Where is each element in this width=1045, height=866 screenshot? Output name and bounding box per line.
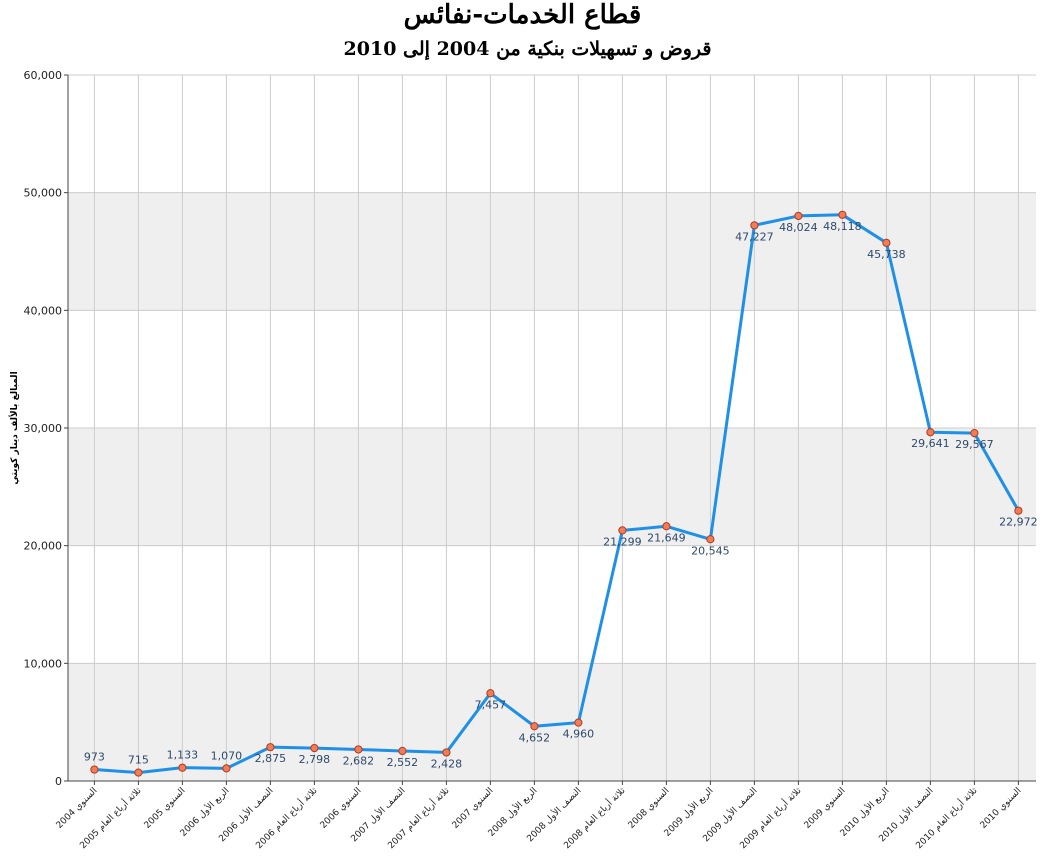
y-tick-label: 50,000 [24,187,63,200]
x-tick-label: السنوي 2005 [143,786,188,831]
data-point [134,768,143,777]
x-tick-label: السنوي 2007 [451,786,496,831]
data-point [662,522,671,531]
data-point [574,718,583,727]
y-tick-label: 10,000 [24,657,63,670]
data-label: 48,024 [779,221,818,234]
y-tick-label: 20,000 [24,540,63,553]
data-point [442,748,451,757]
data-point [178,763,187,772]
y-axis-ticks: 0 10,000 20,000 30,000 40,000 50,000 60,000 [24,69,68,788]
data-label: 7,457 [475,698,507,711]
data-label: 4,960 [563,728,595,741]
data-label: 29,641 [911,437,950,450]
data-label: 1,133 [167,749,199,762]
data-point [618,526,627,535]
data-points [90,210,1023,777]
data-point [486,689,495,698]
x-tick-label: السنوي 2006 [319,786,364,831]
y-tick-label: 0 [55,775,62,788]
data-point [750,221,759,230]
y-axis-label: المبالغ بالألف دينار كويتي [8,371,20,484]
data-point [970,428,979,438]
data-point [266,743,275,752]
data-label: 20,545 [691,544,730,557]
series-line [94,213,1020,775]
data-label: 2,875 [255,752,287,765]
data-label: 2,552 [387,756,419,769]
chart-subtitle: قروض و تسهيلات بنكية من 2004 إلى 2010 [343,38,712,60]
data-label: 2,798 [299,753,331,766]
data-point [310,743,319,753]
data-label: 21,649 [647,531,686,544]
data-point [354,745,363,754]
data-label: 2,428 [431,757,463,770]
data-label: 1,070 [211,749,243,762]
data-point [398,746,407,756]
y-tick-label: 60,000 [24,69,63,82]
data-point [706,535,715,544]
data-label: 22,972 [999,516,1038,529]
data-point [1014,506,1023,515]
data-label: 4,652 [519,731,551,744]
data-label: 973 [84,751,105,764]
data-point [926,428,935,437]
data-point [90,765,99,774]
x-tick-label: السنوي 2009 [803,786,848,831]
data-label: 715 [128,754,149,767]
data-label: 2,682 [343,754,375,767]
series-line-path [94,213,1020,775]
plot-bands [68,192,1036,781]
y-tick-label: 30,000 [24,422,63,435]
data-point [794,211,803,221]
data-label: 47,227 [735,230,774,243]
chart-title: قطاع الخدمات-نفائس [403,0,642,30]
data-label: 45,738 [867,248,906,261]
x-tick-label: السنوي 2010 [979,786,1024,831]
data-label: 21,299 [603,535,642,548]
plot-band [68,192,1036,311]
data-point [882,238,891,247]
data-labels: 973 715 1,133 1,070 2,875 2,798 2,682 2,552 2,42… [84,220,1038,771]
data-point [530,722,539,731]
data-point [838,210,847,219]
y-tick-label: 40,000 [24,304,63,317]
data-label: 29,567 [955,438,994,451]
x-tick-label: السنوي 2008 [627,786,672,831]
x-tick-label: السنوي 2004 [55,786,100,831]
plot-band [68,663,1036,781]
plot-band [68,428,1036,546]
data-label: 48,118 [823,220,862,233]
data-point [222,764,231,773]
